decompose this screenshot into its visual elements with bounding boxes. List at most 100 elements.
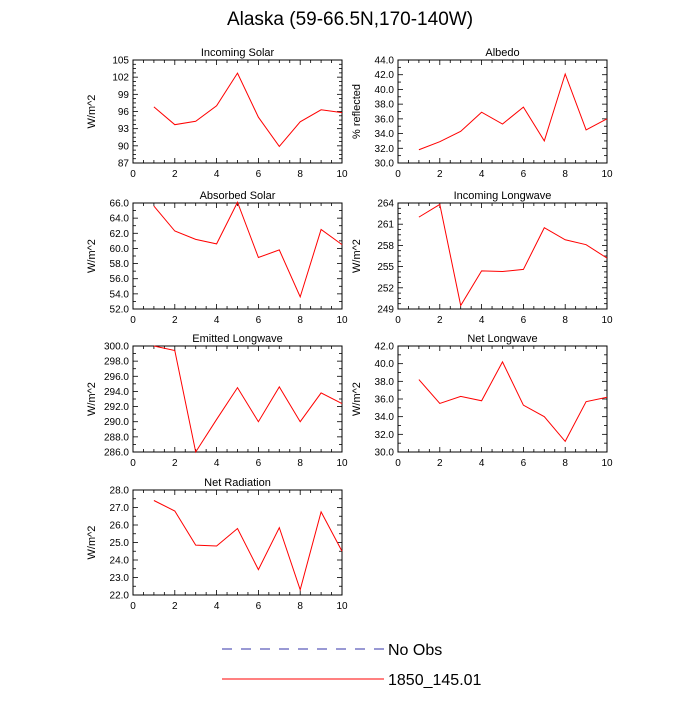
y-tick-label: 264	[377, 199, 394, 210]
x-tick-label: 8	[297, 169, 303, 180]
x-tick-label: 4	[214, 169, 220, 180]
y-axis-label: W/m^2	[86, 382, 98, 416]
x-tick-label: 10	[601, 458, 613, 469]
y-tick-label: 52.0	[110, 305, 130, 316]
y-tick-label: 93	[118, 124, 130, 135]
panel-title: Net Longwave	[467, 333, 537, 345]
x-tick-label: 0	[130, 601, 136, 612]
y-tick-label: 87	[118, 159, 130, 170]
y-tick-label: 288.0	[104, 432, 129, 443]
y-tick-label: 96	[118, 107, 130, 118]
series-line	[154, 202, 342, 297]
y-tick-label: 27.0	[110, 503, 130, 514]
y-tick-label: 42.0	[375, 70, 395, 81]
series-line	[419, 362, 607, 442]
x-tick-label: 8	[297, 601, 303, 612]
legend-label: 1850_145.01	[388, 672, 482, 689]
figure-title: Alaska (59-66.5N,170-140W)	[0, 9, 700, 31]
y-tick-label: 34.0	[375, 412, 395, 423]
x-tick-label: 6	[256, 458, 262, 469]
y-axis-label: % reflected	[351, 84, 363, 139]
x-tick-label: 6	[256, 315, 262, 326]
y-tick-label: 261	[377, 220, 394, 231]
panel-title: Net Radiation	[204, 477, 271, 489]
y-tick-label: 102	[112, 73, 129, 84]
x-tick-label: 2	[172, 458, 178, 469]
x-tick-label: 8	[297, 315, 303, 326]
y-tick-label: 290.0	[104, 417, 129, 428]
y-tick-label: 298.0	[104, 357, 129, 368]
y-tick-label: 258	[377, 241, 394, 252]
y-axis-label: W/m^2	[86, 95, 98, 129]
panel-title: Albedo	[485, 47, 519, 59]
x-tick-label: 4	[479, 169, 485, 180]
x-tick-label: 2	[437, 458, 443, 469]
x-tick-label: 8	[562, 458, 568, 469]
x-tick-label: 4	[214, 315, 220, 326]
x-tick-label: 4	[479, 458, 485, 469]
x-tick-label: 0	[395, 458, 401, 469]
y-tick-label: 252	[377, 283, 394, 294]
x-tick-label: 0	[395, 169, 401, 180]
x-tick-label: 8	[297, 458, 303, 469]
y-tick-label: 300.0	[104, 342, 129, 353]
plot-frame	[133, 346, 342, 452]
x-tick-label: 2	[172, 169, 178, 180]
x-tick-label: 6	[521, 315, 527, 326]
x-tick-label: 10	[336, 458, 348, 469]
y-tick-label: 36.0	[375, 395, 395, 406]
x-tick-label: 2	[437, 315, 443, 326]
y-tick-label: 58.0	[110, 259, 130, 270]
x-tick-label: 4	[214, 458, 220, 469]
panel-title: Incoming Solar	[201, 47, 275, 59]
panel-title: Incoming Longwave	[454, 190, 552, 202]
x-tick-label: 10	[601, 169, 613, 180]
y-tick-label: 40.0	[375, 359, 395, 370]
y-tick-label: 26.0	[110, 521, 130, 532]
y-axis-label: W/m^2	[86, 526, 98, 560]
x-tick-label: 6	[256, 601, 262, 612]
y-tick-label: 28.0	[110, 486, 130, 497]
y-tick-label: 44.0	[375, 56, 395, 67]
y-tick-label: 30.0	[375, 448, 395, 459]
x-tick-label: 8	[562, 169, 568, 180]
y-tick-label: 34.0	[375, 129, 395, 140]
y-tick-label: 42.0	[375, 342, 395, 353]
plot-frame	[133, 60, 342, 163]
y-tick-label: 32.0	[375, 430, 395, 441]
x-tick-label: 0	[130, 169, 136, 180]
x-tick-label: 2	[437, 169, 443, 180]
y-tick-label: 255	[377, 262, 394, 273]
y-tick-label: 294.0	[104, 387, 129, 398]
y-tick-label: 105	[112, 56, 129, 67]
y-tick-label: 32.0	[375, 144, 395, 155]
x-tick-label: 10	[336, 169, 348, 180]
y-tick-label: 38.0	[375, 377, 395, 388]
x-tick-label: 10	[336, 601, 348, 612]
y-tick-label: 60.0	[110, 244, 130, 255]
y-tick-label: 64.0	[110, 214, 130, 225]
y-tick-label: 292.0	[104, 402, 129, 413]
x-tick-label: 6	[521, 169, 527, 180]
x-tick-label: 4	[479, 315, 485, 326]
series-line	[154, 73, 342, 146]
y-tick-label: 90	[118, 141, 130, 152]
series-line	[154, 501, 342, 590]
x-tick-label: 10	[336, 315, 348, 326]
x-tick-label: 6	[256, 169, 262, 180]
x-tick-label: 0	[130, 315, 136, 326]
x-tick-label: 0	[130, 458, 136, 469]
y-tick-label: 66.0	[110, 199, 130, 210]
y-tick-label: 286.0	[104, 448, 129, 459]
legend-label: No Obs	[388, 642, 442, 659]
y-tick-label: 36.0	[375, 114, 395, 125]
legend: No Obs 1850_145.01	[222, 642, 482, 689]
